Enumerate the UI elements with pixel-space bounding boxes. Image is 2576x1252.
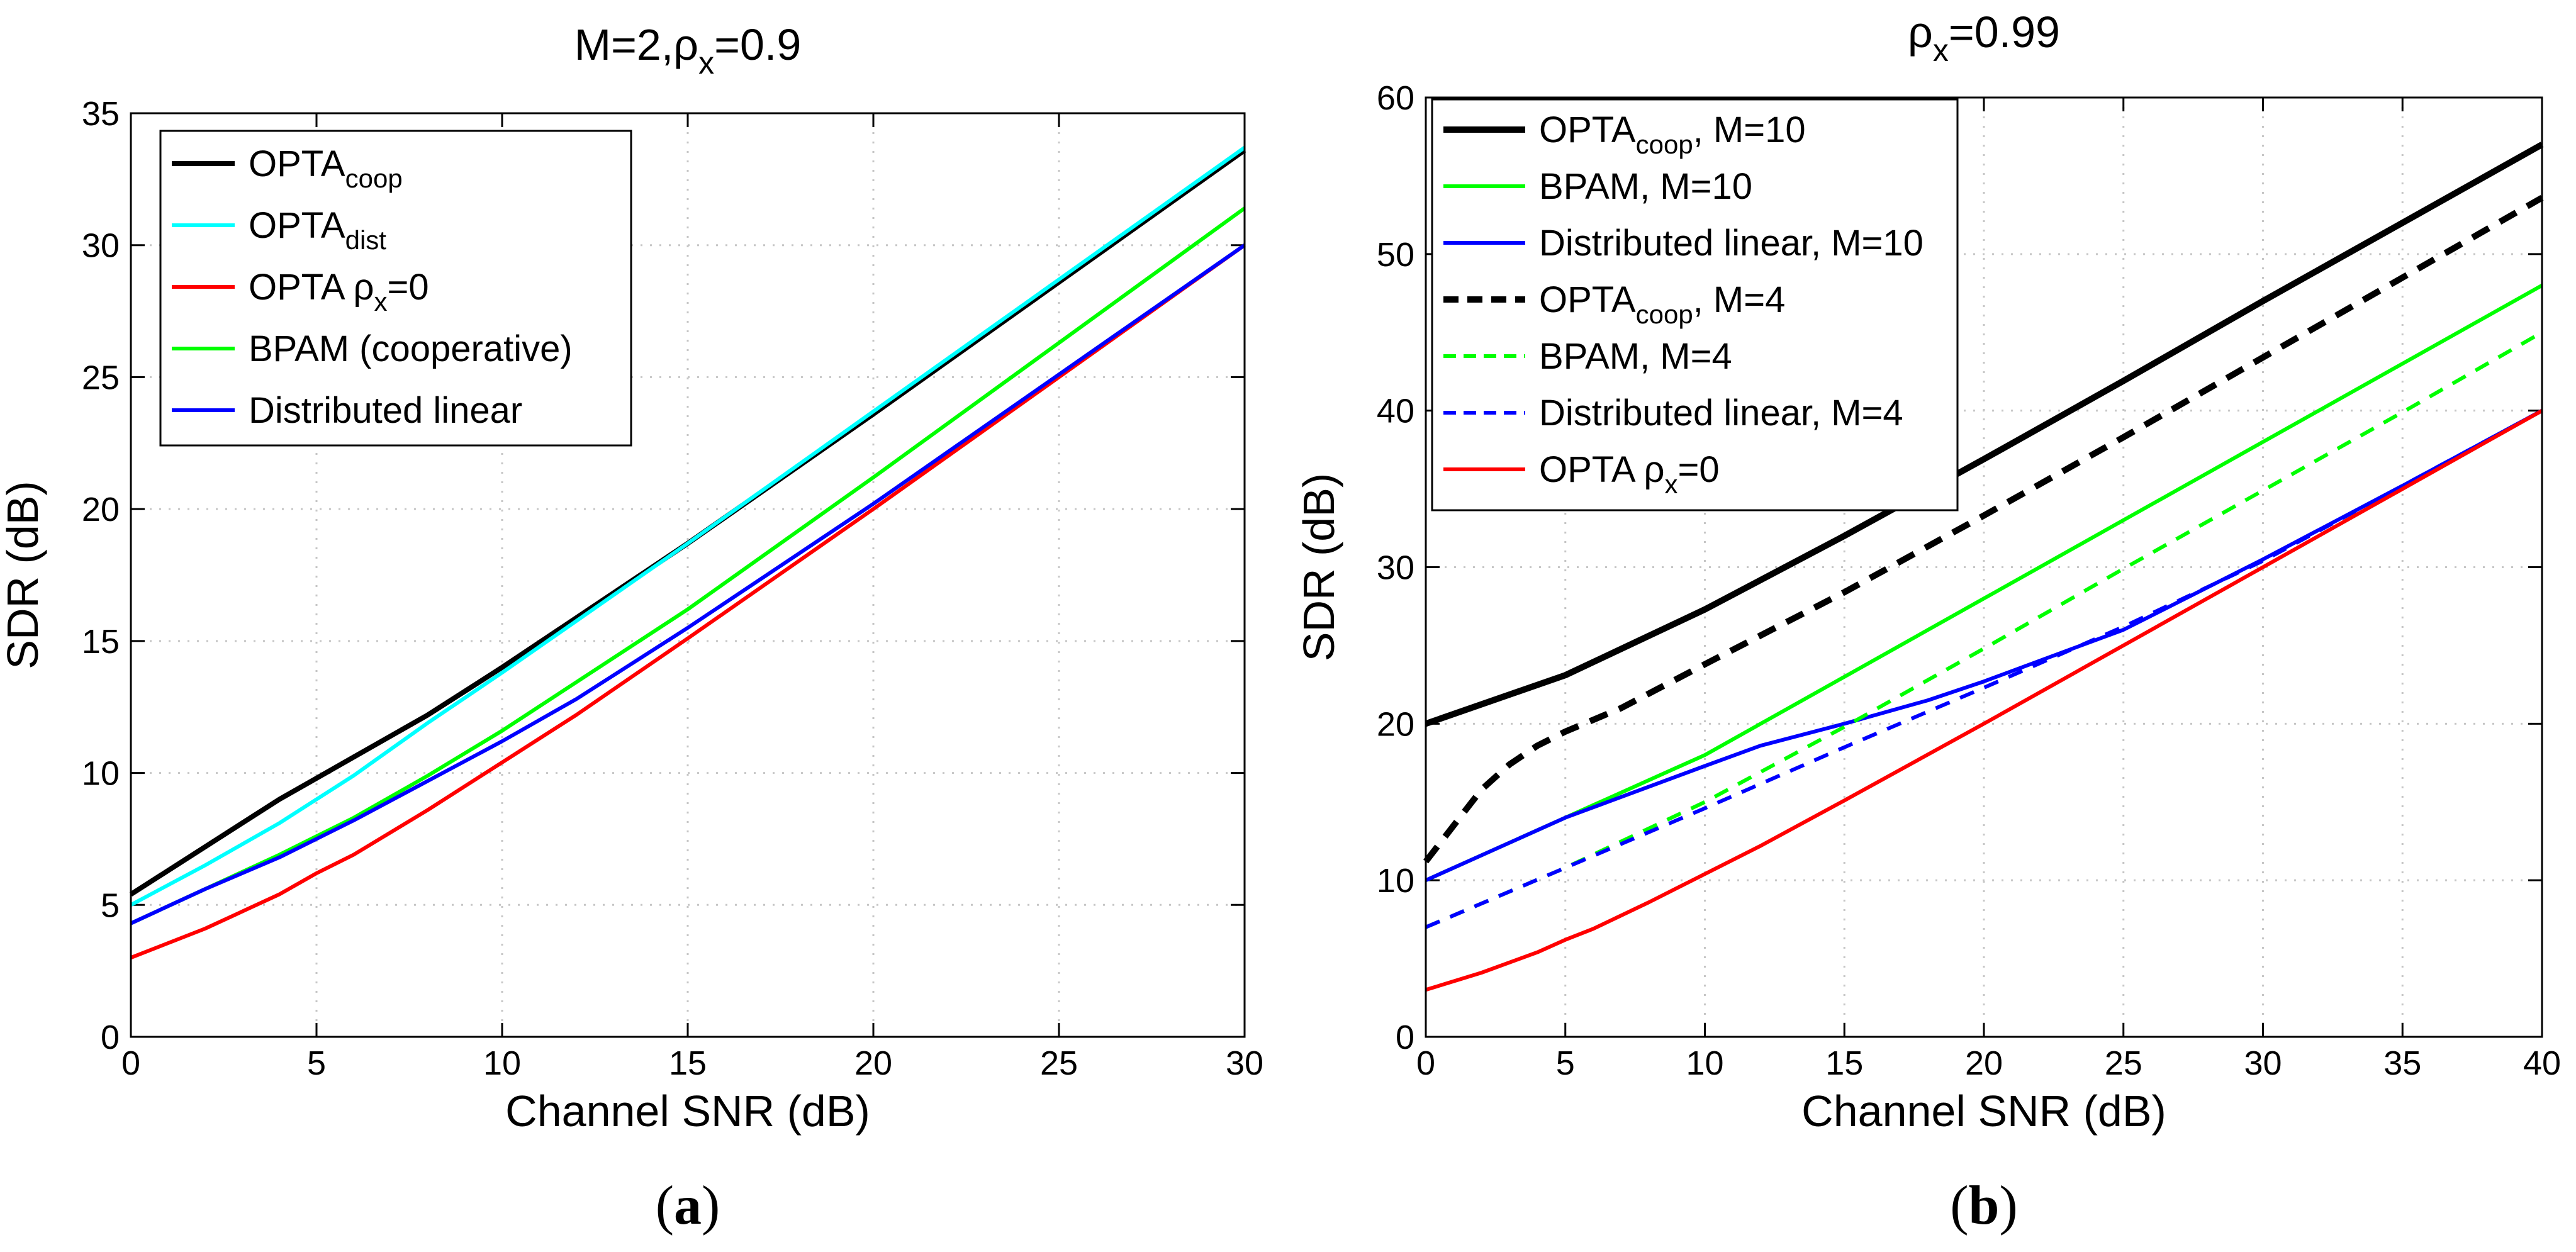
series-line-distributed-linear — [130, 243, 1246, 925]
axes-frame — [1425, 96, 2543, 1038]
x-tick-label: 30 — [2244, 1044, 2282, 1082]
chart-b: 0 5 10 15 20 25 30 35 40 0 10 20 30 40 50 60 OPTAcoop, M… — [1294, 8, 2561, 1236]
axes-frame — [130, 112, 1246, 1038]
chart-title: ρx=0.99 — [1908, 8, 2060, 68]
x-axis-label: Channel SNR (dB) — [1801, 1087, 2166, 1136]
y-tick-label: 15 — [82, 623, 120, 661]
y-tick-label: 10 — [82, 755, 120, 793]
legend-box — [159, 130, 632, 447]
chart-title: M=2,ρx=0.9 — [574, 20, 802, 81]
x-tick-label: 10 — [1686, 1044, 1723, 1082]
y-tick-label: 60 — [1377, 79, 1414, 117]
chart-a: 0 5 10 15 20 25 30 0 5 10 15 20 25 30 35 OPTAcoop OPTAdi… — [0, 20, 1263, 1236]
series-line-optadist — [130, 146, 1246, 907]
y-tick-label: 20 — [1377, 705, 1414, 743]
x-tick-label: 35 — [2383, 1044, 2421, 1082]
series-line-optacoop-m-10 — [1425, 142, 2544, 727]
legend: OPTAcoop, M=10 BPAM, M=10 Distributed line… — [1431, 98, 1959, 511]
legend: OPTAcoop OPTAdist OPTA ρx=0 BPAM (cooperati… — [159, 130, 632, 447]
y-axis-label: SDR (dB) — [0, 481, 47, 669]
x-tick-label: 5 — [307, 1044, 326, 1082]
y-tick-label: 25 — [82, 359, 120, 396]
x-tick-label: 15 — [669, 1044, 707, 1082]
legend-entry: Distributed linear, M=4 — [1539, 393, 1903, 433]
series-line-bpam-m-10 — [1425, 283, 2543, 882]
y-tick-label: 0 — [1396, 1019, 1414, 1056]
x-tick-label: 5 — [1556, 1044, 1575, 1082]
y-tick-label: 40 — [1377, 393, 1414, 430]
panel-label: (b) — [1950, 1175, 2018, 1236]
series-line-distributed-linear-m-10 — [1425, 409, 2543, 882]
legend-entry: Distributed linear, M=10 — [1539, 223, 1924, 264]
x-tick-label: 0 — [1416, 1044, 1435, 1082]
y-tick-label: 30 — [1377, 549, 1414, 587]
y-tick-label: 35 — [82, 95, 120, 133]
x-tick-label: 0 — [121, 1044, 140, 1082]
legend-entry: BPAM, M=4 — [1539, 336, 1732, 377]
series-line-optacoop-m-4 — [1423, 194, 2544, 864]
x-axis-label: Channel SNR (dB) — [505, 1087, 870, 1136]
legend-entry: OPTAcoop, M=10 — [1539, 109, 1806, 159]
legend-entry: OPTAcoop, M=4 — [1539, 279, 1785, 329]
x-tick-label: 20 — [854, 1044, 892, 1082]
legend-box — [1431, 98, 1959, 511]
y-tick-label: 20 — [82, 491, 120, 528]
series-line-opta-x-0 — [130, 243, 1246, 959]
panel-label: (a) — [656, 1175, 720, 1236]
x-tick-label: 15 — [1825, 1044, 1863, 1082]
y-axis-label: SDR (dB) — [1294, 473, 1343, 661]
x-tick-label: 25 — [2105, 1044, 2142, 1082]
y-tick-label: 0 — [101, 1019, 120, 1056]
x-tick-label: 25 — [1040, 1044, 1078, 1082]
legend-entry: OPTAcoop — [249, 143, 403, 193]
x-tick-label: 10 — [483, 1044, 521, 1082]
legend-entry: OPTA ρx=0 — [249, 267, 429, 316]
legend-entry: OPTAdist — [249, 205, 386, 255]
y-tick-label: 5 — [101, 886, 120, 924]
legend-entry: OPTA ρx=0 — [1539, 449, 1720, 499]
x-tick-label: 30 — [1226, 1044, 1263, 1082]
y-tick-label: 50 — [1377, 236, 1414, 274]
legend-entry: Distributed linear — [249, 390, 522, 431]
legend-entry: BPAM (cooperative) — [249, 328, 573, 369]
legend-entry: BPAM, M=10 — [1539, 166, 1752, 207]
x-tick-label: 40 — [2523, 1044, 2561, 1082]
y-tick-label: 10 — [1377, 862, 1414, 900]
y-tick-label: 30 — [82, 227, 120, 265]
series-line-optacoop — [129, 148, 1246, 897]
series-line-opta-x-0 — [1425, 409, 2543, 992]
x-tick-label: 20 — [1965, 1044, 2003, 1082]
